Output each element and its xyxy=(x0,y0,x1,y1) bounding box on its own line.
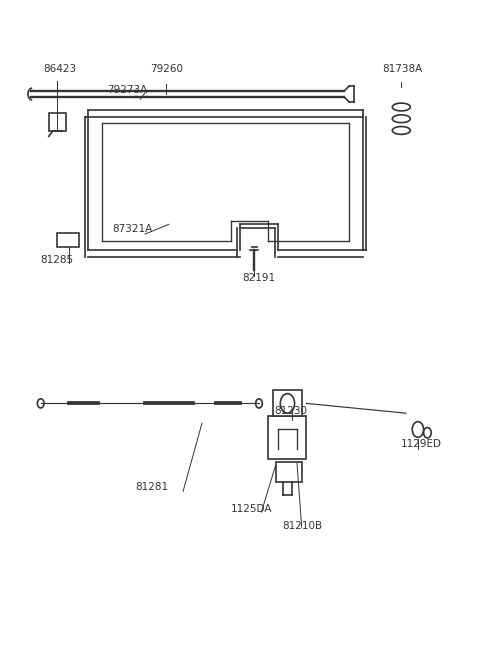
Text: 87321A: 87321A xyxy=(112,224,152,234)
Ellipse shape xyxy=(392,103,410,111)
Ellipse shape xyxy=(392,127,410,135)
Text: 81230: 81230 xyxy=(275,407,308,417)
Text: 81281: 81281 xyxy=(136,482,169,492)
Text: 82191: 82191 xyxy=(242,273,276,283)
FancyBboxPatch shape xyxy=(268,417,306,459)
Circle shape xyxy=(256,399,262,408)
Text: 79260: 79260 xyxy=(150,64,183,74)
Text: 81285: 81285 xyxy=(40,256,73,265)
Text: 79273A: 79273A xyxy=(107,85,147,95)
Text: 1125DA: 1125DA xyxy=(230,504,272,514)
Text: 81738A: 81738A xyxy=(383,64,422,74)
Ellipse shape xyxy=(392,115,410,123)
Circle shape xyxy=(424,428,431,438)
Circle shape xyxy=(412,422,424,438)
FancyBboxPatch shape xyxy=(273,390,301,417)
Text: 86423: 86423 xyxy=(43,64,76,74)
Circle shape xyxy=(37,399,44,408)
FancyBboxPatch shape xyxy=(57,233,79,247)
Text: 81210B: 81210B xyxy=(283,521,323,531)
Circle shape xyxy=(280,394,295,413)
Text: 1129ED: 1129ED xyxy=(401,439,442,449)
FancyBboxPatch shape xyxy=(276,462,301,482)
FancyBboxPatch shape xyxy=(49,113,66,131)
